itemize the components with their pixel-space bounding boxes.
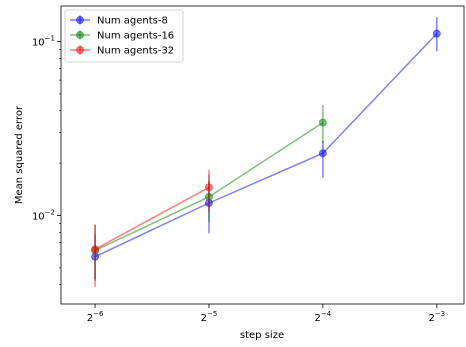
data-point (91, 245, 100, 254)
data-point (318, 118, 327, 127)
y-tick-label: 10−2 (32, 209, 55, 223)
series-line (94, 33, 438, 258)
x-axis-label: step size (240, 330, 284, 341)
x-tick-label: 2−6 (87, 310, 104, 324)
legend-label: Num agents-8 (97, 16, 168, 27)
x-tick-label: 2−3 (428, 310, 445, 324)
legend-swatch-marker (76, 31, 84, 39)
y-tick-label: 10−1 (32, 35, 55, 49)
series-layer (91, 17, 441, 287)
series-line (94, 186, 210, 250)
legend-swatch-marker (76, 46, 84, 54)
data-point (204, 183, 213, 192)
y-axis-ticks: 10−2 10−1 (32, 35, 61, 286)
data-point (432, 29, 441, 38)
data-point (318, 149, 327, 158)
legend-label: Num agents-16 (97, 31, 174, 42)
legend: Num agents-8 Num agents-16 Num agents-32 (64, 9, 184, 63)
legend-label: Num agents-32 (97, 46, 174, 57)
legend-frame (64, 9, 184, 63)
y-axis-label: Mean squared error (14, 105, 25, 204)
x-axis-ticks: 2−6 2−5 2−4 2−3 (87, 304, 445, 324)
x-tick-label: 2−4 (315, 310, 332, 324)
legend-swatch-marker (76, 16, 84, 24)
x-tick-label: 2−5 (201, 310, 218, 324)
